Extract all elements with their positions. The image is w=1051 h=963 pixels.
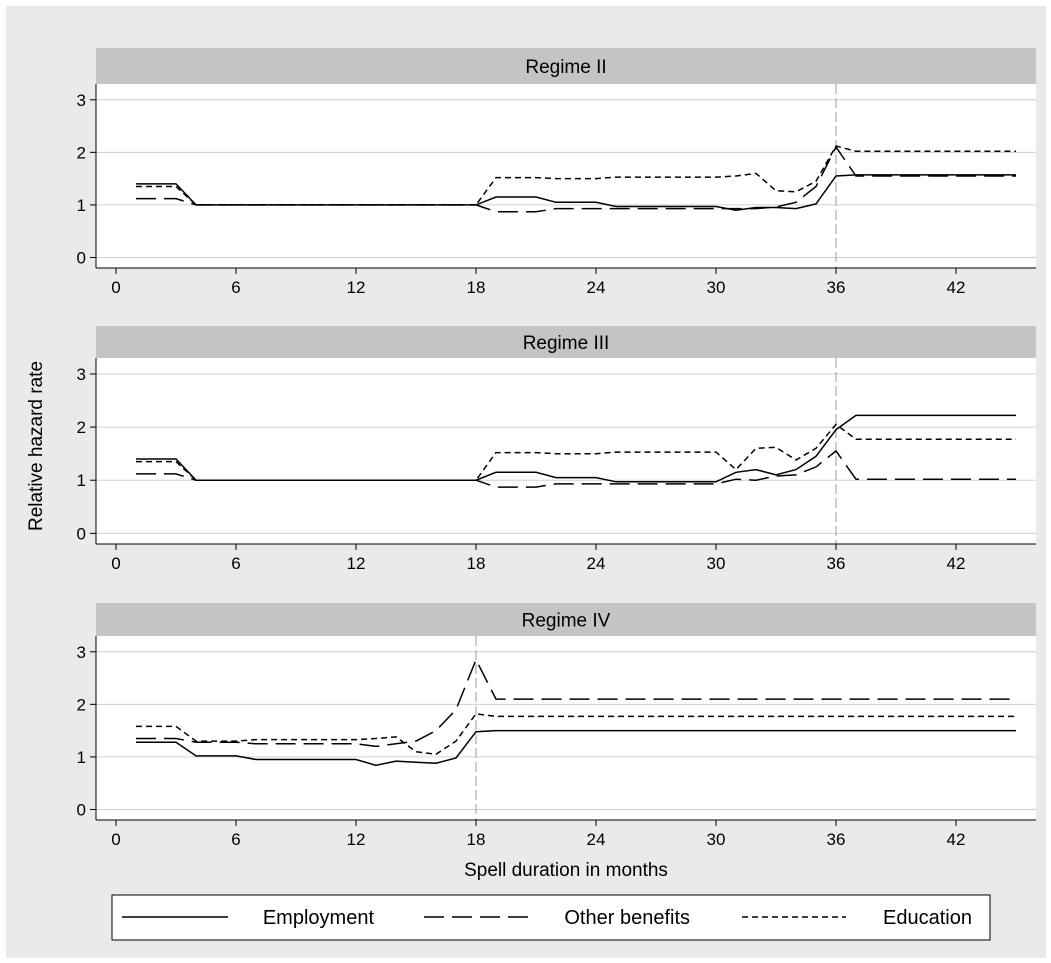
x-tick-label: 42 — [947, 278, 966, 297]
x-tick-label: 12 — [347, 278, 366, 297]
y-tick-label: 0 — [77, 800, 86, 819]
x-tick-label: 36 — [827, 830, 846, 849]
x-tick-label: 6 — [231, 278, 240, 297]
x-axis-label: Spell duration in months — [464, 860, 668, 881]
x-tick-label: 6 — [231, 830, 240, 849]
x-tick-label: 12 — [347, 830, 366, 849]
y-tick-label: 3 — [77, 91, 86, 110]
x-tick-label: 12 — [347, 554, 366, 573]
y-tick-label: 1 — [77, 748, 86, 767]
x-tick-label: 24 — [587, 554, 606, 573]
panel-title: Regime II — [525, 57, 606, 78]
x-tick-label: 24 — [587, 830, 606, 849]
y-tick-label: 0 — [77, 524, 86, 543]
x-tick-label: 6 — [231, 554, 240, 573]
x-tick-label: 30 — [707, 554, 726, 573]
chart-figure: Regime II 0 1 2 3 0 6 12 18 24 30 36 42 Regime III 0 1 2… — [6, 6, 1046, 958]
x-tick-label: 0 — [111, 278, 120, 297]
x-tick-label: 30 — [707, 830, 726, 849]
series-line — [136, 145, 1016, 206]
y-tick-label: 3 — [77, 643, 86, 662]
x-tick-label: 0 — [111, 830, 120, 849]
legend-label: Education — [883, 907, 972, 929]
y-tick-label: 2 — [77, 143, 86, 162]
series-line — [136, 729, 1016, 767]
panel-title: Regime IV — [522, 611, 611, 632]
legend-label: Employment — [263, 907, 375, 929]
plot-area — [96, 636, 1036, 820]
plot-area — [96, 84, 1036, 268]
series-line — [136, 712, 1016, 756]
x-tick-label: 36 — [827, 554, 846, 573]
series-line — [136, 657, 1016, 748]
x-tick-label: 18 — [467, 278, 486, 297]
x-tick-label: 30 — [707, 278, 726, 297]
y-axis-label: Relative hazard rate — [26, 361, 47, 531]
legend-box — [111, 894, 991, 941]
panel-title: Regime III — [523, 333, 610, 354]
x-tick-label: 42 — [947, 554, 966, 573]
panel-header-strip — [96, 326, 1036, 358]
x-tick-label: 24 — [587, 278, 606, 297]
y-tick-label: 1 — [77, 471, 86, 490]
y-tick-label: 2 — [77, 695, 86, 714]
y-tick-label: 0 — [77, 248, 86, 267]
y-tick-label: 2 — [77, 418, 86, 437]
panel-header-strip — [96, 603, 1036, 636]
x-tick-label: 36 — [827, 278, 846, 297]
x-tick-label: 42 — [947, 830, 966, 849]
series-line — [136, 423, 1016, 481]
y-tick-label: 3 — [77, 365, 86, 384]
legend-label: Other benefits — [564, 907, 690, 929]
panel-header-strip — [96, 48, 1036, 84]
plot-area — [96, 358, 1036, 544]
x-tick-label: 18 — [467, 830, 486, 849]
y-tick-label: 1 — [77, 196, 86, 215]
x-tick-label: 0 — [111, 554, 120, 573]
x-tick-label: 18 — [467, 554, 486, 573]
